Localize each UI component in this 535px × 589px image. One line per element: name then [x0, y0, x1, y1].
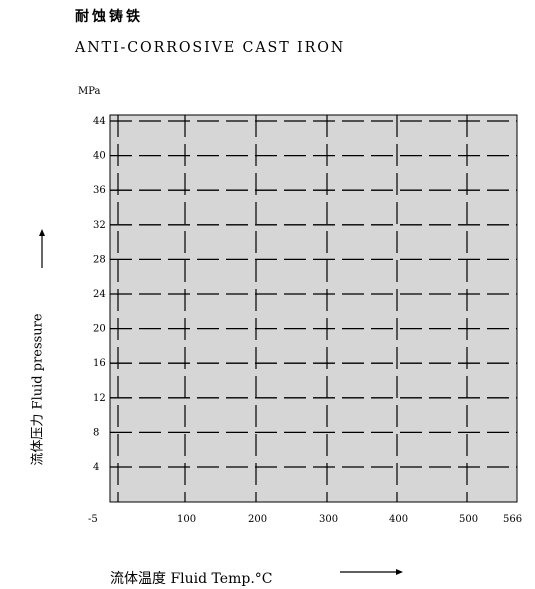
y-tick-label: 12 — [93, 393, 106, 404]
y-unit-label: MPa — [78, 86, 101, 97]
y-axis-label: 流体压力 Fluid pressure — [30, 313, 46, 466]
y-tick-label: 16 — [93, 358, 106, 369]
x-tick-label: -5 — [88, 514, 98, 525]
y-tick-label: 24 — [93, 289, 106, 300]
plot-area — [109, 114, 518, 503]
y-tick-label: 40 — [93, 151, 106, 162]
grid-lines — [110, 115, 517, 502]
y-tick-label: 32 — [93, 220, 106, 231]
y-axis-label-wrap: 流体压力 Fluid pressure — [16, 300, 56, 500]
x-tick-label: 300 — [319, 514, 338, 525]
y-tick-label: 28 — [93, 254, 106, 265]
y-tick-label: 8 — [93, 427, 99, 438]
x-tick-labels: -5 100 200 300 400 500 566 — [88, 514, 522, 525]
x-tick-label: 566 — [503, 514, 522, 525]
x-tick-label: 500 — [459, 514, 478, 525]
x-tick-label: 400 — [389, 514, 408, 525]
y-tick-labels: 4 8 12 16 20 24 28 32 36 40 44 — [93, 116, 106, 473]
y-tick-label: 44 — [93, 116, 106, 127]
y-tick-label: 36 — [93, 185, 106, 196]
x-tick-label: 100 — [177, 514, 196, 525]
chart-title-en: ANTI-CORROSIVE CAST IRON — [75, 38, 346, 56]
x-tick-label: 200 — [248, 514, 267, 525]
y-tick-label: 20 — [93, 324, 106, 335]
y-tick-label: 4 — [93, 462, 99, 473]
x-axis-arrow — [340, 569, 403, 575]
chart-title-cn: 耐蚀铸铁 — [75, 9, 143, 25]
y-axis-arrow — [39, 229, 45, 268]
x-axis-label: 流体温度 Fluid Temp.°C — [110, 571, 273, 587]
